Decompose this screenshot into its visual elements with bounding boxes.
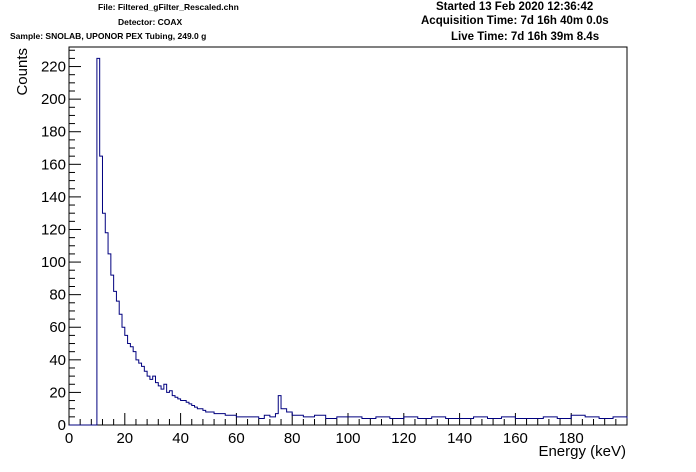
detector-label: Detector: COAX [118,17,183,27]
x-tick-label: 40 [172,430,189,447]
x-tick-label: 100 [335,430,360,447]
y-tick-label: 0 [58,417,66,434]
y-axis-label: Counts [14,48,31,96]
live-time-label: Live Time: 7d 16h 39m 8.4s [451,31,600,43]
y-tick-label: 80 [49,287,66,304]
x-tick-label: 120 [391,430,416,447]
x-axis-label: Energy (keV) [538,443,626,460]
plot-frame [68,46,628,426]
x-tick-label: 140 [447,430,472,447]
x-tick-label: 80 [284,430,301,447]
acquisition-time-label: Acquisition Time: 7d 16h 40m 0.0s [421,15,609,27]
y-axis: 0 20 40 60 80 100 120 140 160 180 200 220 [41,49,81,434]
x-tick-label: 20 [116,430,133,447]
file-label: File: Filtered_gFilter_Rescaled.chn [98,2,239,12]
spectrum-series-line [69,57,628,426]
y-tick-label: 120 [41,221,66,238]
sample-label: Sample: SNOLAB, UPONOR PEX Tubing, 249.0… [10,31,207,41]
y-tick-label: 100 [41,254,66,271]
y-tick-label: 60 [49,319,66,336]
x-tick-label: 0 [65,430,73,447]
started-label: Started 13 Feb 2020 12:36:42 [436,1,594,13]
x-tick-label: 160 [503,430,528,447]
y-tick-label: 140 [41,189,66,206]
y-tick-label: 20 [49,384,66,401]
x-tick-label: 180 [559,430,584,447]
x-tick-label: 60 [228,430,245,447]
y-tick-label: 40 [49,352,66,369]
y-tick-label: 160 [41,156,66,173]
y-tick-label: 180 [41,124,66,141]
x-axis: 0 20 40 60 80 100 120 140 160 180 [65,413,628,447]
y-tick-label: 220 [41,59,66,76]
y-tick-label: 200 [41,91,66,108]
